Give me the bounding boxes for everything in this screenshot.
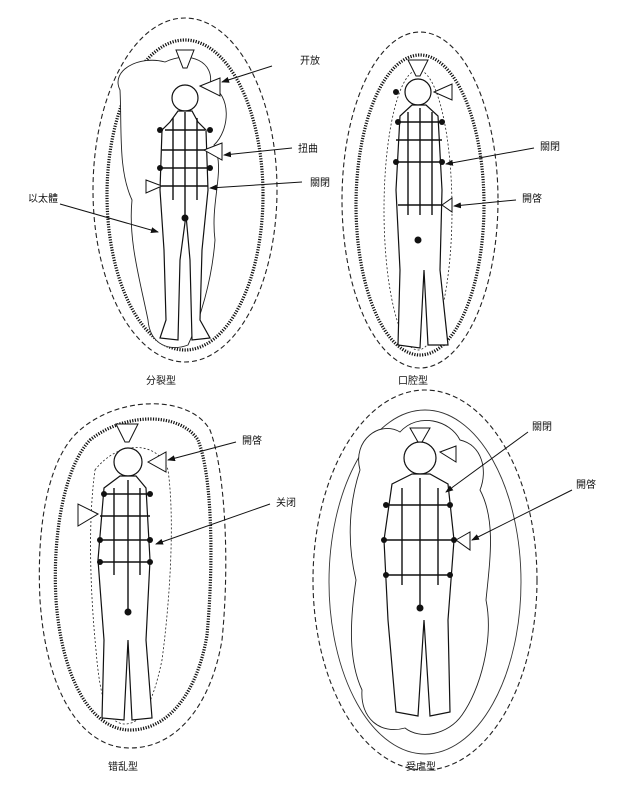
caption-oral: 口腔型 <box>398 374 428 387</box>
heart-chakra-icon <box>202 142 223 161</box>
panel-schizoid: 开放 扭曲 關閉 以太體 分裂型 <box>28 17 330 387</box>
solar-chakra-icon <box>145 179 164 194</box>
label-closed: 關閉 <box>310 177 330 189</box>
caption-psychopathic: 错乱型 <box>108 760 138 773</box>
label-etheric-body: 以太體 <box>28 192 58 205</box>
label-open: 開啓 <box>576 478 596 491</box>
outer-aura-boundary <box>341 31 499 369</box>
aura-fringe <box>354 53 486 357</box>
sacral-chakra-icon <box>441 197 453 213</box>
label-closed: 關閉 <box>532 421 552 433</box>
sacral-chakra-icon <box>455 531 471 551</box>
label-closed: 關閉 <box>540 141 560 153</box>
aura-boundary-inner <box>328 409 522 755</box>
human-figure <box>395 78 449 349</box>
human-figure <box>383 441 455 717</box>
label-twisted: 扭曲 <box>298 142 318 155</box>
third-eye-chakra-icon <box>438 445 457 463</box>
label-open: 開啓 <box>242 434 262 447</box>
crown-chakra-icon <box>175 49 195 69</box>
label-open-top: 开放 <box>300 54 320 67</box>
caption-schizoid: 分裂型 <box>146 374 176 387</box>
aura-fringe <box>105 38 265 352</box>
label-open: 開啓 <box>522 192 542 205</box>
crown-chakra-icon <box>409 427 431 443</box>
human-figure <box>97 447 153 721</box>
aura-fringe <box>53 417 213 732</box>
crown-chakra-icon <box>115 423 139 443</box>
human-figure <box>159 84 211 341</box>
third-eye-chakra-icon <box>198 77 221 97</box>
panel-oral: 關閉 開啓 口腔型 <box>341 31 560 387</box>
outer-aura-boundary <box>312 389 538 771</box>
outer-aura-boundary <box>92 17 278 363</box>
heart-chakra-icon <box>77 503 100 527</box>
label-closed: 关闭 <box>276 496 296 509</box>
third-eye-chakra-icon <box>146 451 167 473</box>
outer-aura-boundary <box>38 403 227 749</box>
caption-masochistic: 受虐型 <box>406 760 436 773</box>
panel-psychopathic: 開啓 关闭 错乱型 <box>38 403 296 773</box>
third-eye-chakra-icon <box>432 83 453 101</box>
panel-masochistic: 關閉 開啓 受虐型 <box>312 389 596 773</box>
crown-chakra-icon <box>407 59 429 77</box>
